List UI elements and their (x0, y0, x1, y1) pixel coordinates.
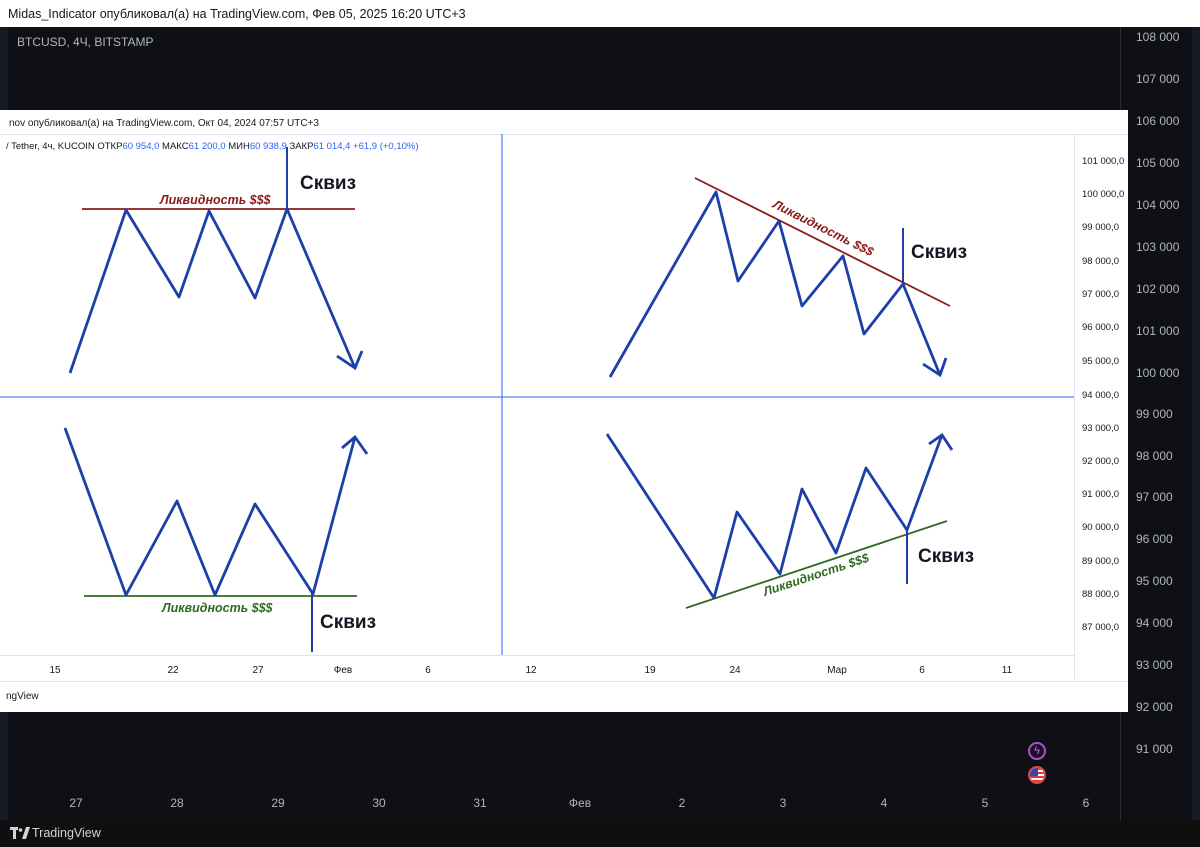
snapshot-price-label: 96 000,0 (1082, 322, 1119, 333)
snapshot-price-label: 89 000,0 (1082, 556, 1119, 567)
snapshot-time-scale-border (0, 655, 1074, 656)
outer-date-label: 2 (678, 796, 686, 810)
snapshot-date-label: 24 (729, 665, 741, 676)
outer-date-label: 5 (981, 796, 989, 810)
snapshot-price-label: 99 000,0 (1082, 222, 1119, 233)
outer-price-label: 102 000 (1136, 282, 1180, 296)
outer-price-label: 96 000 (1136, 532, 1173, 546)
outer-date-label: 31 (473, 796, 487, 810)
snapshot-high-label: МАКС (159, 141, 189, 152)
squeeze-label-top-left: Сквиз (300, 173, 356, 194)
outer-symbol-info[interactable]: BTCUSD, 4Ч, BITSTAMP (17, 35, 154, 49)
arrow-head-top-right (922, 357, 948, 378)
outer-price-label: 92 000 (1136, 700, 1173, 714)
snapshot-low-value: 60 938,9 (249, 141, 287, 152)
snapshot-date-label: 11 (1001, 665, 1013, 676)
outer-price-label: 95 000 (1136, 574, 1173, 588)
snapshot-price-label: 93 000,0 (1082, 423, 1119, 434)
snapshot-price-label: 87 000,0 (1082, 622, 1119, 633)
outer-price-label: 99 000 (1136, 407, 1173, 421)
outer-date-label: 28 (170, 796, 184, 810)
snapshot-symbol-text: / Tether, 4ч, KUCOIN ОТКР (6, 141, 123, 152)
snapshot-low-label: МИН (225, 141, 250, 152)
liquidity-line-bottom-right (685, 520, 948, 609)
outer-date-label: 30 (372, 796, 386, 810)
outer-price-label: 94 000 (1136, 616, 1173, 630)
snapshot-price-label: 94 000,0 (1082, 390, 1119, 401)
outer-price-label: 97 000 (1136, 490, 1173, 504)
embedded-chart-snapshot: nov опубликовал(а) на TradingView.com, О… (0, 110, 1128, 712)
snapshot-price-label: 100 000,0 (1082, 189, 1125, 200)
squeeze-label-top-right: Сквиз (911, 242, 967, 263)
outer-price-label: 106 000 (1136, 114, 1180, 128)
snapshot-open-value: 60 954,0 (122, 141, 160, 152)
outer-date-label: Фев (568, 796, 592, 810)
snapshot-date-label: 6 (425, 665, 431, 676)
snapshot-price-label: 95 000,0 (1082, 356, 1119, 367)
snapshot-date-label: 15 (49, 665, 61, 676)
snapshot-price-label: 90 000,0 (1082, 522, 1119, 533)
tradingview-footer: TradingView (0, 820, 1200, 847)
snapshot-price-label: 88 000,0 (1082, 589, 1119, 600)
snapshot-date-label: 22 (167, 665, 179, 676)
outer-price-label: 107 000 (1136, 72, 1180, 86)
squeeze-label-bottom-right: Сквиз (918, 546, 974, 567)
snapshot-close-value: 61 014,4 (313, 141, 351, 152)
snapshot-high-value: 61 200,0 (188, 141, 226, 152)
outer-date-label: 3 (779, 796, 787, 810)
snapshot-symbol-info: / Tether, 4ч, KUCOIN ОТКР60 954,0 МАКС61… (6, 141, 419, 152)
outer-date-label: 6 (1082, 796, 1090, 810)
snapshot-price-scale-border (1074, 134, 1075, 679)
tradingview-brand: TradingView (32, 826, 101, 840)
liquidity-label-top-left: Ликвидность $$$ (159, 193, 272, 207)
arrow-head-bottom-left (341, 434, 369, 455)
us-flag-icon[interactable] (1028, 766, 1046, 784)
price-path-bottom-left (63, 427, 357, 597)
outer-price-label: 101 000 (1136, 324, 1180, 338)
snapshot-divider (0, 134, 1128, 135)
liquidity-label-bottom-left: Ликвидность $$$ (161, 601, 274, 615)
outer-price-label: 93 000 (1136, 658, 1173, 672)
lightning-icon[interactable]: ϟ (1028, 742, 1046, 760)
snapshot-date-label: 6 (919, 665, 925, 676)
outer-price-label: 100 000 (1136, 366, 1180, 380)
snapshot-price-label: 101 000,0 (1082, 156, 1125, 167)
snapshot-close-label: ЗАКР (286, 141, 314, 152)
liquidity-label-bottom-right: Ликвидность $$$ (761, 550, 872, 599)
pattern-drawings: Ликвидность $$$ Сквиз Ликвидность $$$ Ск… (0, 134, 1074, 655)
arrow-head-top-left (336, 350, 364, 371)
publication-header-text: Midas_Indicator опубликовал(а) на Tradin… (8, 7, 466, 21)
price-path-top-left (68, 207, 357, 374)
snapshot-price-label: 97 000,0 (1082, 289, 1119, 300)
outer-price-label: 98 000 (1136, 449, 1173, 463)
snapshot-price-label: 98 000,0 (1082, 256, 1119, 267)
snapshot-date-label: 12 (525, 665, 537, 676)
price-path-top-right (608, 190, 942, 378)
arrow-head-bottom-right (928, 433, 954, 451)
snapshot-date-label: Мар (827, 665, 847, 676)
snapshot-price-label: 92 000,0 (1082, 456, 1119, 467)
publication-header: Midas_Indicator опубликовал(а) на Tradin… (0, 0, 1200, 27)
liquidity-line-top-right (694, 177, 951, 307)
snapshot-footer-divider (0, 681, 1128, 682)
snapshot-change-value: +61,9 (+0,10%) (350, 141, 419, 152)
snapshot-date-label: 19 (644, 665, 656, 676)
outer-price-label: 91 000 (1136, 742, 1173, 756)
outer-price-label: 108 000 (1136, 30, 1180, 44)
snapshot-date-label: 27 (252, 665, 264, 676)
outer-date-label: 27 (69, 796, 83, 810)
outer-date-label: 4 (880, 796, 888, 810)
snapshot-brand: ngView (6, 691, 39, 702)
snapshot-date-label: Фев (333, 665, 353, 676)
snapshot-header: nov опубликовал(а) на TradingView.com, О… (9, 118, 319, 129)
tradingview-logo-icon (10, 827, 30, 839)
outer-price-label: 103 000 (1136, 240, 1180, 254)
price-path-bottom-right (605, 433, 944, 600)
snapshot-price-label: 91 000,0 (1082, 489, 1119, 500)
outer-price-label: 105 000 (1136, 156, 1180, 170)
outer-date-label: 29 (271, 796, 285, 810)
outer-price-label: 104 000 (1136, 198, 1180, 212)
squeeze-label-bottom-left: Сквиз (320, 612, 376, 633)
